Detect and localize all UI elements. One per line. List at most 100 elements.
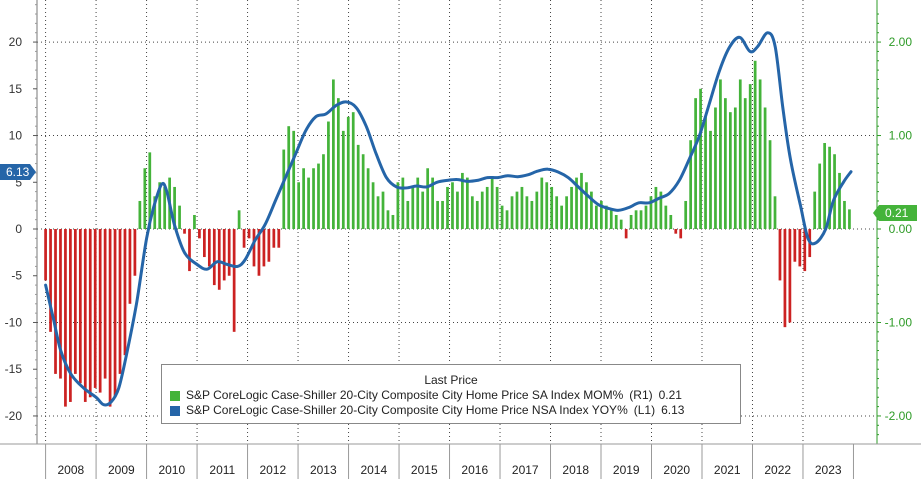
- legend-item-last: 0.21: [658, 388, 682, 402]
- mom-bar: [664, 205, 668, 230]
- mom-bar: [361, 154, 365, 230]
- right-tick-label: 2.00: [889, 35, 913, 49]
- mom-bar: [609, 210, 613, 230]
- legend-item-name: S&P CoreLogic Case-Shiller 20-City Compo…: [186, 403, 628, 417]
- year-label: 2020: [663, 463, 690, 477]
- mom-bar: [322, 154, 325, 230]
- mom-bar: [138, 200, 142, 230]
- mom-bar: [748, 84, 752, 230]
- year-label: 2008: [57, 463, 84, 477]
- mom-bar: [44, 229, 47, 281]
- mom-bar: [505, 210, 509, 230]
- mom-bar: [203, 229, 206, 258]
- legend-item-mom: S&P CoreLogic Case-Shiller 20-City Compo…: [162, 388, 740, 403]
- mom-bar: [763, 107, 767, 230]
- mom-bar: [312, 168, 315, 230]
- mom-bar: [327, 121, 330, 230]
- mom-bar: [565, 196, 568, 230]
- mom-bar: [406, 200, 410, 230]
- left-tick-label: -10: [5, 315, 23, 329]
- mom-bar: [69, 229, 72, 402]
- mom-bar: [401, 177, 405, 230]
- mom-bar: [485, 186, 489, 230]
- mom-bar: [83, 229, 87, 402]
- mom-bar: [272, 229, 276, 248]
- mom-bar: [143, 168, 147, 230]
- mom-bar: [560, 205, 564, 230]
- mom-bar: [188, 229, 191, 272]
- year-label: 2010: [158, 463, 185, 477]
- mom-bar: [386, 210, 390, 230]
- mom-bar: [724, 98, 727, 230]
- right-tick-label: -1.00: [885, 315, 913, 329]
- legend-item-axis: (R1): [629, 388, 653, 402]
- mom-bar: [793, 229, 797, 262]
- mom-bar: [580, 172, 583, 230]
- mom-bar: [644, 205, 648, 230]
- mom-bar: [416, 177, 420, 230]
- mom-bar: [54, 229, 57, 374]
- mom-bar: [336, 98, 340, 230]
- mom-bar: [178, 205, 181, 230]
- legend-item-yoy: S&P CoreLogic Case-Shiller 20-City Compo…: [162, 403, 740, 418]
- mom-bar: [282, 149, 286, 230]
- right-tick-label: 1.00: [889, 129, 913, 143]
- mom-bar: [217, 229, 221, 290]
- right-tick-label: 0.00: [889, 222, 913, 236]
- mom-bar: [704, 116, 707, 230]
- legend-swatch-blue: [170, 405, 180, 416]
- mom-bar: [237, 210, 241, 230]
- mom-bar: [753, 60, 757, 230]
- mom-bar: [738, 79, 742, 230]
- mom-bar: [788, 229, 792, 323]
- year-label: 2015: [411, 463, 438, 477]
- mom-bar: [778, 229, 782, 281]
- mom-bar: [679, 229, 683, 239]
- mom-bar: [843, 200, 846, 230]
- mom-bar: [674, 229, 678, 234]
- mom-bar: [133, 229, 137, 276]
- legend-item-axis: (L1): [633, 403, 656, 417]
- mom-bar: [803, 229, 807, 272]
- mom-bar: [649, 196, 653, 230]
- mom-bar: [798, 229, 802, 267]
- mom-bar: [828, 146, 831, 230]
- x-axis-year-labels: 2008 2009 2010 2011 2012 2013 2014 2015 2016 2017…: [57, 463, 841, 477]
- mom-bar: [595, 205, 598, 230]
- mom-bar: [257, 229, 261, 276]
- mom-bar: [833, 154, 836, 230]
- mom-bar: [232, 229, 236, 332]
- mom-bar: [629, 214, 633, 230]
- mom-bar: [585, 182, 588, 230]
- mom-bar: [173, 186, 176, 230]
- mom-bar: [500, 205, 504, 230]
- mom-bar: [426, 168, 430, 230]
- mom-bar: [634, 210, 638, 230]
- year-label: 2022: [764, 463, 791, 477]
- mom-bar: [118, 229, 122, 374]
- mom-bar: [103, 229, 107, 379]
- mom-bar: [545, 182, 549, 230]
- mom-bar: [456, 191, 459, 230]
- mom-bar: [639, 210, 643, 230]
- legend: Last Price S&P CoreLogic Case-Shiller 20…: [161, 364, 741, 424]
- mom-bar: [366, 168, 370, 230]
- mom-bar: [123, 229, 127, 356]
- mom-bar: [490, 177, 494, 230]
- legend-item-last: 6.13: [661, 403, 685, 417]
- mom-bar: [346, 116, 350, 230]
- mom-bar: [198, 229, 201, 239]
- left-tick-label: -15: [5, 362, 23, 376]
- mom-bar: [619, 219, 623, 230]
- right-tick-label: -2.00: [885, 409, 913, 423]
- mom-bar: [654, 186, 658, 230]
- mom-bar: [570, 186, 573, 230]
- legend-swatch-green: [170, 390, 180, 401]
- mom-bar: [351, 112, 355, 230]
- mom-bar: [813, 191, 817, 230]
- mom-bar: [158, 182, 162, 230]
- mom-bar: [555, 196, 559, 230]
- mom-bar: [98, 229, 102, 393]
- mom-bar: [207, 229, 211, 267]
